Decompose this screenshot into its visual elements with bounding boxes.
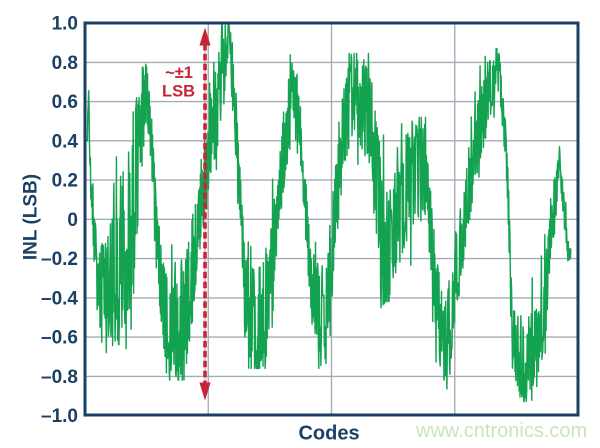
svg-text:–0.8: –0.8 (41, 367, 78, 388)
svg-text:–0.2: –0.2 (41, 249, 78, 270)
svg-text:0.6: 0.6 (52, 92, 78, 113)
svg-text:INL (LSB): INL (LSB) (21, 174, 42, 260)
svg-text:~±1: ~±1 (165, 64, 193, 82)
svg-text:LSB: LSB (162, 83, 195, 101)
svg-text:–1.0: –1.0 (41, 406, 78, 427)
svg-text:0: 0 (67, 210, 78, 231)
svg-text:–0.4: –0.4 (41, 288, 78, 309)
svg-text:www.cntronics.com: www.cntronics.com (415, 420, 587, 442)
svg-text:–0.6: –0.6 (41, 328, 78, 349)
svg-text:0.8: 0.8 (52, 53, 78, 74)
svg-text:1.0: 1.0 (52, 14, 78, 35)
svg-text:0.2: 0.2 (52, 171, 78, 192)
svg-text:0.4: 0.4 (52, 131, 79, 152)
svg-text:Codes: Codes (298, 423, 359, 445)
